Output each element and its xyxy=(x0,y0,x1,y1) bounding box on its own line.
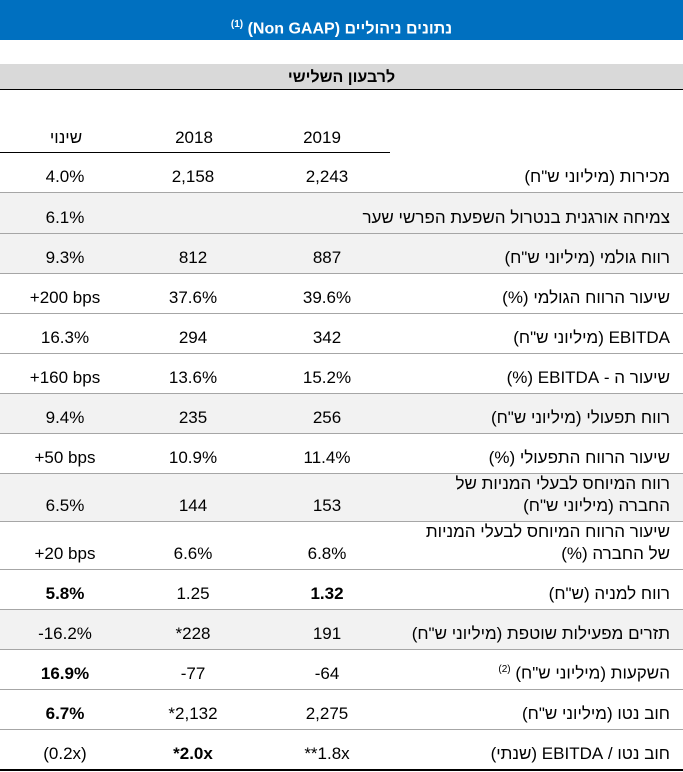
value-2019: 887 xyxy=(312,248,342,267)
value-2018: 10.9% xyxy=(168,448,218,467)
value-2018: 235 xyxy=(178,408,208,427)
value-2018: 13.6% xyxy=(168,368,218,387)
table-row: השקעות (מיליוני ש"ח) (2) -64 -77 16.9% xyxy=(0,650,683,690)
value-2019: **1.8x xyxy=(304,744,350,763)
row-label: צמיחה אורגנית בנטרול השפעת הפרשי שער xyxy=(362,208,670,227)
value-2019: 342 xyxy=(312,328,342,347)
row-label: תזרים מפעילות שוטפת (מיליוני ש"ח) xyxy=(411,624,670,643)
value-change: (0.2x) xyxy=(43,744,87,763)
value-2019: 2,275 xyxy=(305,704,349,723)
value-2018: -77 xyxy=(180,664,206,683)
table-row: שיעור הרווח המיוחס לבעלי המניות של החברה… xyxy=(0,522,683,570)
row-label: שיעור ה - EBITDA (%) xyxy=(506,368,670,387)
value-2018: 294 xyxy=(178,328,208,347)
value-2019: 153 xyxy=(312,496,342,515)
table-row: רווח גולמי (מיליוני ש"ח) 887 812 9.3% xyxy=(0,234,683,274)
table-row: רווח המיוחס לבעלי המניות של החברה (מיליו… xyxy=(0,474,683,522)
value-2018: *2.0x xyxy=(173,744,213,763)
value-change: 9.3% xyxy=(45,248,85,267)
value-change: 16.3% xyxy=(40,328,90,347)
table-row: צמיחה אורגנית בנטרול השפעת הפרשי שער 6.1… xyxy=(0,193,683,234)
row-label: שיעור הרווח התפעולי (%) xyxy=(488,448,670,467)
value-change: 6.5% xyxy=(45,496,85,515)
value-2018: 2,158 xyxy=(171,167,215,186)
value-change: 4.0% xyxy=(45,167,85,186)
value-2018: 37.6% xyxy=(168,288,218,307)
table-row: חוב נטו (מיליוני ש"ח) 2,275 *2,132 6.7% xyxy=(0,690,683,730)
table-row: רווח תפעולי (מיליוני ש"ח) 256 235 9.4% xyxy=(0,394,683,434)
value-change: -16.2% xyxy=(38,624,92,643)
col-header-2019: 2019 xyxy=(303,128,341,147)
table-row: EBITDA (מיליוני ש"ח) 342 294 16.3% xyxy=(0,314,683,354)
col-header-2018: 2018 xyxy=(175,128,213,147)
row-label: שיעור הרווח המיוחס לבעלי המניות של החברה… xyxy=(425,522,670,563)
value-2018: 1.25 xyxy=(176,584,210,603)
value-change: 6.7% xyxy=(45,704,85,723)
table-row: שיעור ה - EBITDA (%) 15.2% 13.6% +160 bp… xyxy=(0,354,683,394)
value-change: +50 bps xyxy=(34,448,96,467)
value-change: +200 bps xyxy=(29,288,101,307)
table-row: רווח למניה (ש"ח) 1.32 1.25 5.8% xyxy=(0,570,683,610)
value-2018: 812 xyxy=(178,248,208,267)
row-label: רווח למניה (ש"ח) xyxy=(548,584,670,603)
value-2019: 39.6% xyxy=(302,288,352,307)
row-label: חוב נטו / EBITDA (שנתי) xyxy=(490,744,670,763)
value-2019: 11.4% xyxy=(303,448,351,467)
value-2019: 1.32 xyxy=(310,584,344,603)
value-2019: 191 xyxy=(312,624,342,643)
row-label: מכירות (מיליוני ש"ח) xyxy=(524,167,670,186)
value-change: 9.4% xyxy=(45,408,85,427)
value-change: 6.1% xyxy=(45,208,85,227)
value-2019: -64 xyxy=(314,664,340,683)
row-label: שיעור הרווח הגולמי (%) xyxy=(502,288,670,307)
value-2019: 256 xyxy=(312,408,342,427)
value-2019: 2,243 xyxy=(305,167,349,186)
value-change: +20 bps xyxy=(34,544,96,563)
value-2018: 144 xyxy=(178,496,208,515)
value-change: +160 bps xyxy=(29,368,101,387)
table-row: שיעור הרווח הגולמי (%) 39.6% 37.6% +200 … xyxy=(0,274,683,314)
value-2018: *2,132 xyxy=(168,704,218,723)
value-change: 16.9% xyxy=(40,664,90,683)
table-row: תזרים מפעילות שוטפת (מיליוני ש"ח) 191 *2… xyxy=(0,610,683,650)
row-label: חוב נטו (מיליוני ש"ח) xyxy=(522,704,670,723)
row-label: רווח המיוחס לבעלי המניות של החברה (מיליו… xyxy=(455,474,671,515)
period-subtitle: לרבעון השלישי xyxy=(0,64,683,90)
row-label: רווח תפעולי (מיליוני ש"ח) xyxy=(490,408,670,427)
table-row: חוב נטו / EBITDA (שנתי) **1.8x *2.0x (0.… xyxy=(0,730,683,771)
value-2018: 6.6% xyxy=(173,544,213,563)
table-row: שיעור הרווח התפעולי (%) 11.4% 10.9% +50 … xyxy=(0,434,683,474)
value-2018: *228 xyxy=(175,624,211,643)
value-2019: 6.8% xyxy=(307,544,347,563)
value-2019: 15.2% xyxy=(302,368,352,387)
page-title: נתונים ניהוליים (Non GAAP) (1) xyxy=(0,0,683,40)
row-label: השקעות (מיליוני ש"ח) (2) xyxy=(498,664,670,683)
col-header-change: שינוי xyxy=(49,128,83,147)
row-label: רווח גולמי (מיליוני ש"ח) xyxy=(504,248,670,267)
table-row: מכירות (מיליוני ש"ח) 2,243 2,158 4.0% xyxy=(0,160,683,193)
value-change: 5.8% xyxy=(45,584,85,603)
row-label: EBITDA (מיליוני ש"ח) xyxy=(513,328,670,347)
header-divider xyxy=(0,152,390,153)
